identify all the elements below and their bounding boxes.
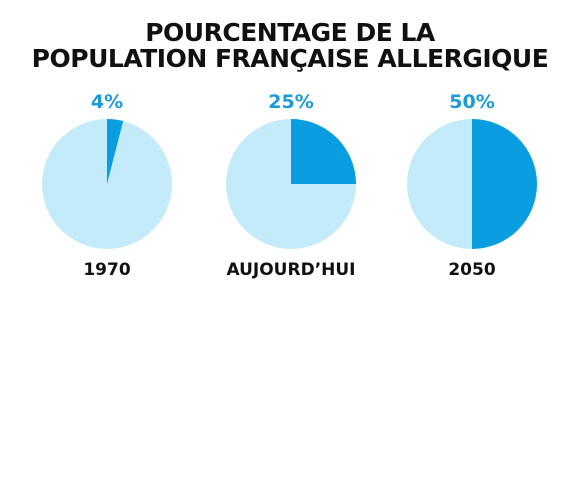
category-label: 1970: [83, 260, 130, 280]
chart-title-line-2: POPULATION FRANÇAISE ALLERGIQUE: [31, 44, 549, 73]
pie-highlight-slice: [472, 119, 537, 249]
chart-title: POURCENTAGE DE LA POPULATION FRANÇAISE A…: [0, 20, 580, 72]
pie-2: 25% AUJOURD’HUI: [226, 91, 356, 280]
pie-1: 4% 1970: [42, 91, 172, 280]
pie-3: 50% 2050: [407, 91, 537, 280]
pie-charts: 4% 1970 25% AUJOURD’HUI 50% 2050: [42, 91, 537, 280]
category-label: AUJOURD’HUI: [226, 260, 355, 280]
category-label: 2050: [448, 260, 495, 280]
value-label: 50%: [449, 91, 494, 113]
pie-highlight-slice: [107, 119, 124, 184]
value-label: 4%: [91, 91, 123, 113]
value-label: 25%: [268, 91, 313, 113]
pie-highlight-slice: [291, 119, 356, 184]
chart-title-line-1: POURCENTAGE DE LA: [145, 18, 435, 47]
